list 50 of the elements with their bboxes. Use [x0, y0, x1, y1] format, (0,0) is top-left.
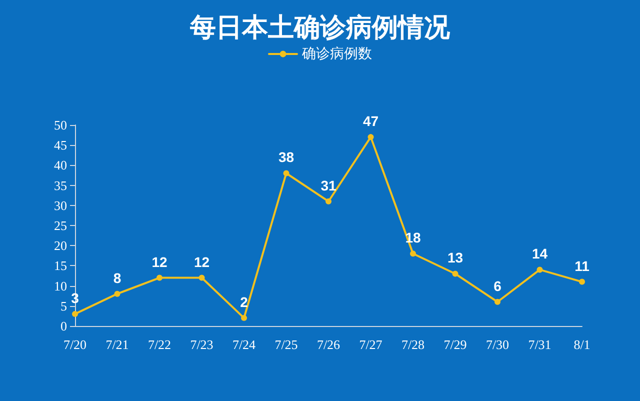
point	[241, 314, 247, 321]
x-tick-label: 7/28	[401, 337, 425, 352]
point	[494, 298, 500, 305]
data-label: 13	[447, 250, 464, 266]
y-tick-label: 35	[54, 178, 67, 193]
y-tick-label: 50	[54, 118, 67, 132]
x-tick-label: 7/31	[528, 337, 552, 352]
point	[410, 250, 416, 257]
data-label: 14	[532, 246, 548, 262]
data-label: 11	[574, 258, 590, 274]
y-tick-label: 45	[54, 138, 67, 153]
chart-title: 每日本土确诊病例情况	[189, 13, 451, 43]
x-tick-label: 7/20	[63, 337, 87, 352]
data-label: 2	[240, 294, 248, 310]
data-label: 6	[494, 278, 502, 294]
x-tick-label: 7/29	[444, 337, 467, 352]
y-tick-label: 0	[60, 318, 67, 334]
y-tick-label: 10	[54, 278, 67, 294]
point	[114, 290, 120, 297]
point	[156, 274, 162, 281]
x-tick-label: 7/26	[316, 337, 341, 352]
point	[536, 266, 543, 273]
point	[452, 270, 458, 277]
y-tick-label: 30	[54, 198, 67, 213]
x-tick-label: 7/21	[106, 337, 129, 352]
x-tick-label: 7/25	[274, 337, 298, 352]
x-tick-label: 7/22	[148, 337, 172, 352]
y-tick-label: 40	[54, 158, 67, 173]
x-tick-label: 7/23	[190, 337, 214, 352]
point	[579, 278, 585, 285]
data-label: 38	[278, 149, 294, 166]
y-tick-label: 5	[60, 298, 67, 314]
x-tick-label: 8/1	[574, 337, 590, 352]
data-label: 8	[113, 270, 122, 286]
y-tick-label: 25	[54, 218, 67, 233]
data-label: 12	[194, 254, 210, 270]
point	[326, 198, 332, 204]
y-tick-label: 20	[54, 238, 67, 254]
point	[198, 274, 205, 281]
data-label: 12	[152, 254, 168, 270]
data-label: 31	[320, 177, 336, 194]
y-tick-label: 15	[54, 258, 67, 274]
x-tick-label: 7/30	[486, 337, 510, 352]
point	[72, 310, 78, 317]
legend-label: 确诊病例数	[301, 46, 372, 62]
point	[368, 134, 374, 140]
point	[283, 170, 290, 176]
data-label: 47	[362, 113, 379, 130]
x-tick-label: 7/27	[359, 337, 383, 352]
x-tick-label: 7/24	[232, 337, 256, 352]
